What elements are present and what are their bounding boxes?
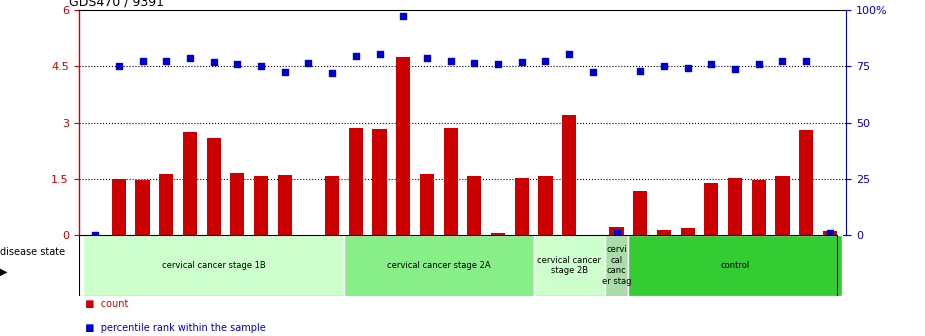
- Bar: [628, 235, 842, 296]
- Bar: [183, 132, 197, 235]
- Point: [467, 61, 482, 66]
- Bar: [278, 175, 292, 235]
- Point: [822, 230, 837, 236]
- Point: [728, 67, 743, 72]
- Bar: [605, 235, 628, 296]
- Point: [775, 58, 790, 64]
- Bar: [83, 235, 344, 296]
- Point: [88, 233, 103, 238]
- Text: ■  count: ■ count: [79, 299, 128, 309]
- Bar: [704, 183, 719, 235]
- Text: cervi
cal
canc
er stag: cervi cal canc er stag: [602, 245, 631, 286]
- Bar: [349, 128, 363, 235]
- Text: GDS470 / 9391: GDS470 / 9391: [69, 0, 165, 8]
- Point: [325, 71, 339, 76]
- Point: [230, 62, 245, 67]
- Point: [135, 58, 150, 64]
- Bar: [396, 57, 411, 235]
- Bar: [135, 180, 150, 235]
- Text: cervical cancer stage 1B: cervical cancer stage 1B: [162, 261, 265, 270]
- Point: [561, 52, 576, 57]
- Point: [798, 58, 813, 64]
- Point: [182, 55, 197, 61]
- Point: [633, 68, 648, 74]
- Bar: [230, 173, 244, 235]
- Bar: [728, 178, 742, 235]
- Point: [751, 62, 766, 67]
- Bar: [112, 179, 126, 235]
- Text: cervical cancer
stage 2B: cervical cancer stage 2B: [537, 256, 601, 275]
- Bar: [822, 232, 837, 235]
- Bar: [159, 174, 173, 235]
- Point: [657, 64, 672, 69]
- Bar: [254, 176, 268, 235]
- Bar: [514, 178, 529, 235]
- Point: [253, 63, 268, 68]
- Bar: [344, 235, 534, 296]
- Point: [490, 62, 505, 67]
- Bar: [420, 174, 434, 235]
- Point: [349, 53, 364, 58]
- Point: [301, 60, 315, 65]
- Bar: [206, 138, 221, 235]
- Text: ■  percentile rank within the sample: ■ percentile rank within the sample: [79, 323, 265, 333]
- Bar: [467, 176, 481, 235]
- Point: [443, 58, 458, 64]
- Text: cervical cancer stage 2A: cervical cancer stage 2A: [387, 261, 490, 270]
- Point: [610, 230, 624, 236]
- Point: [372, 52, 387, 57]
- Bar: [534, 235, 605, 296]
- Bar: [444, 128, 458, 235]
- Bar: [657, 230, 671, 235]
- Point: [112, 64, 127, 69]
- Point: [514, 59, 529, 65]
- Bar: [775, 176, 790, 235]
- Point: [586, 69, 600, 75]
- Bar: [752, 180, 766, 235]
- Text: ▶: ▶: [0, 267, 7, 277]
- Bar: [681, 228, 695, 235]
- Bar: [633, 191, 648, 235]
- Bar: [799, 130, 813, 235]
- Text: control: control: [721, 261, 749, 270]
- Point: [206, 59, 221, 65]
- Point: [538, 58, 553, 64]
- Point: [278, 69, 292, 75]
- Point: [420, 55, 435, 61]
- Bar: [610, 227, 623, 235]
- Bar: [538, 176, 552, 235]
- Point: [704, 62, 719, 67]
- Point: [159, 58, 174, 64]
- Point: [396, 13, 411, 18]
- Point: [680, 66, 695, 71]
- Bar: [491, 233, 505, 235]
- Bar: [373, 129, 387, 235]
- Bar: [325, 176, 339, 235]
- Text: disease state: disease state: [0, 247, 65, 257]
- Bar: [562, 115, 576, 235]
